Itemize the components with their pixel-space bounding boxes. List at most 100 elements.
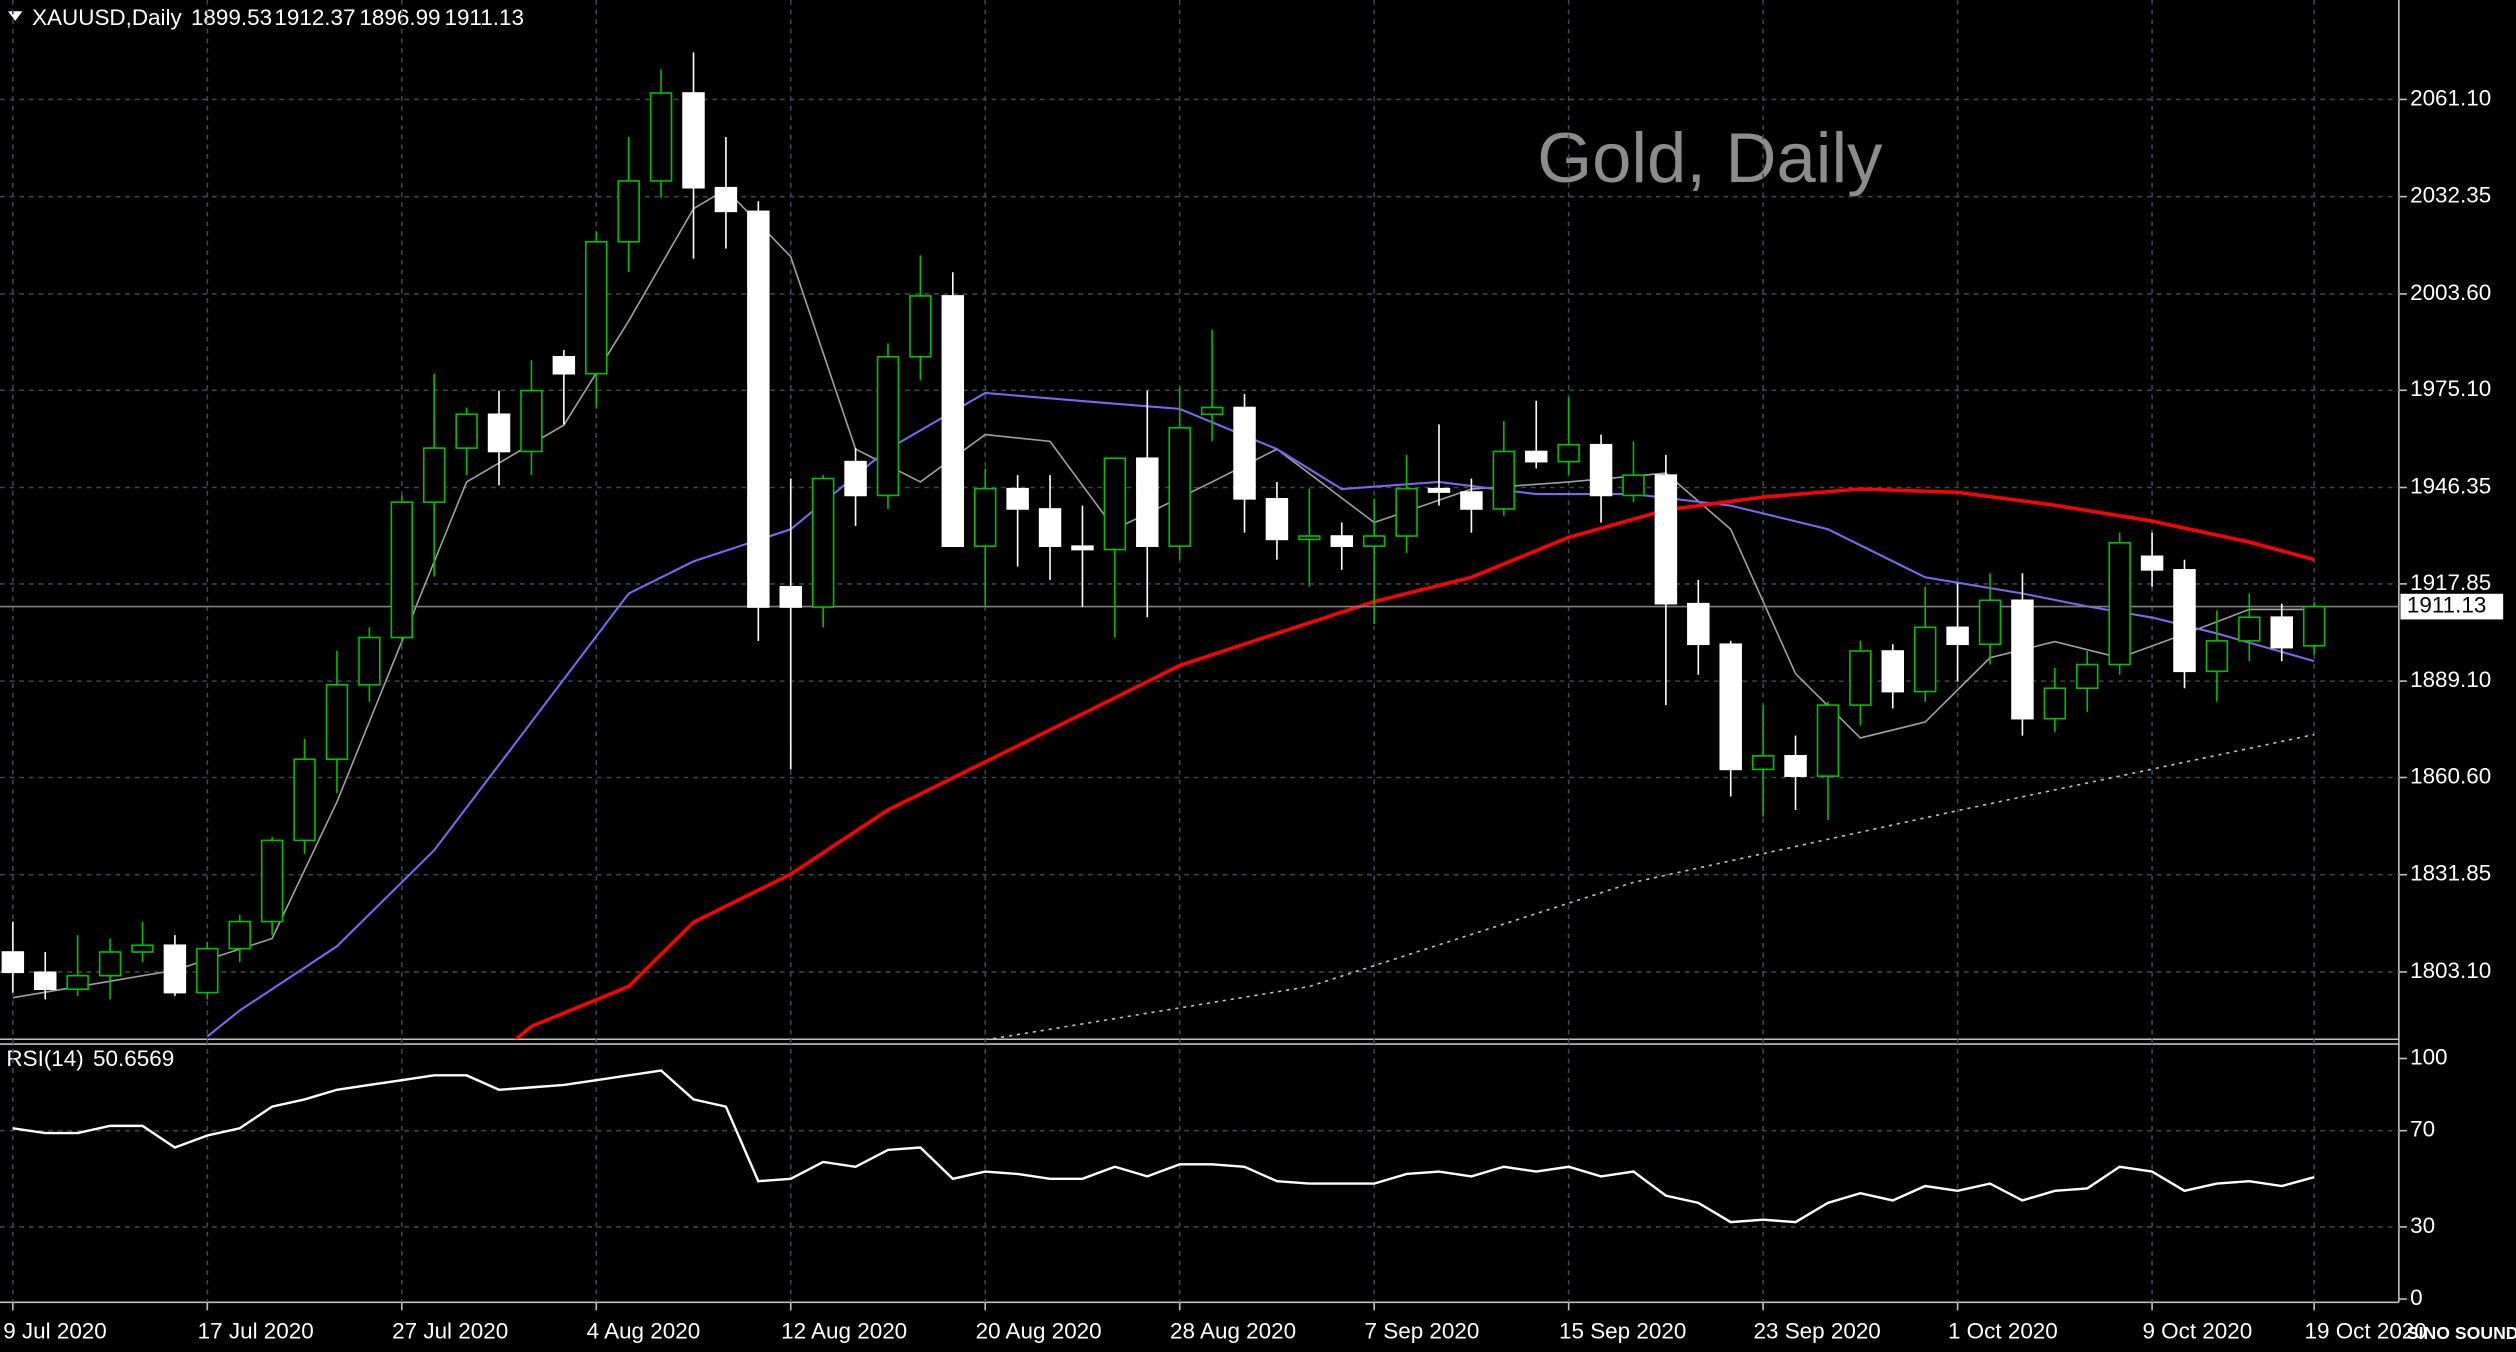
candle-body [1330, 535, 1353, 547]
candle-body [1719, 643, 1742, 771]
watermark-title: Gold, Daily [1537, 118, 1883, 197]
candle-body [1784, 755, 1807, 777]
candle-body [909, 295, 932, 358]
candle-body [455, 413, 478, 449]
candle-body [1071, 545, 1094, 551]
y-tick-label: 2003.60 [2410, 280, 2491, 305]
x-tick-label: 15 Sep 2020 [1559, 1319, 1686, 1344]
candle-body [98, 951, 122, 977]
candle-body [1978, 599, 2002, 646]
candle-body [390, 501, 414, 639]
y-tick-label: 1831.85 [2410, 861, 2491, 886]
candle-body [196, 947, 219, 994]
candle-body [1265, 498, 1289, 541]
y-tick-label: 1889.10 [2410, 667, 2491, 692]
x-tick-label: 23 Sep 2020 [1753, 1319, 1880, 1344]
y-tick-label: 1803.10 [2410, 958, 2491, 983]
y-tick-label: 100 [2410, 1044, 2447, 1069]
moving-average [12, 188, 2315, 999]
candle-body [941, 295, 965, 547]
candle-body [1168, 427, 1191, 547]
candle-body [131, 944, 154, 953]
candle-body [1103, 457, 1127, 551]
y-tick-label: 2032.35 [2410, 183, 2491, 208]
candle-body [552, 355, 576, 375]
candle-body [293, 758, 316, 842]
x-tick-label: 9 Oct 2020 [2142, 1319, 2252, 1344]
candle-body [1492, 450, 1516, 510]
ohlc-close: 1911.13 [444, 5, 523, 30]
candle-body [1849, 650, 1872, 706]
candle-body [844, 460, 867, 497]
price-pane [0, 52, 2399, 1040]
symbol-label: XAUUSD,Daily [32, 5, 182, 30]
candle-body [2043, 687, 2067, 720]
candle-body [1751, 755, 1775, 771]
candle-body [228, 920, 251, 950]
candle-body [779, 585, 802, 608]
candle-body [1006, 487, 1029, 510]
candle-body [2205, 640, 2229, 673]
x-tick-label: 4 Aug 2020 [587, 1319, 701, 1344]
y-tick-label: 1860.60 [2410, 763, 2491, 788]
candle-body [2076, 663, 2099, 690]
y-tick-label: 70 [2410, 1117, 2435, 1142]
candle-body [2270, 616, 2293, 649]
x-tick-label: 7 Sep 2020 [1365, 1319, 1480, 1344]
candle-body [2108, 541, 2131, 666]
x-tick-label: 1 Oct 2020 [1948, 1319, 2058, 1344]
candle-body [1200, 406, 1224, 416]
y-tick-label: 0 [2410, 1285, 2422, 1310]
candle-body [1557, 443, 1580, 463]
candle-body [1362, 535, 1386, 547]
candle-body [34, 971, 57, 991]
price-label-box [2400, 593, 2504, 620]
candle-body [422, 447, 446, 504]
rsi-line [12, 1069, 2315, 1224]
y-tick-label: 2061.10 [2410, 85, 2491, 110]
candle-body [1427, 487, 1451, 493]
candle-body [1136, 457, 1159, 547]
candle-body [585, 241, 608, 375]
candle-body [2173, 569, 2196, 673]
candle-body [617, 180, 640, 243]
y-tick-label: 30 [2410, 1213, 2435, 1238]
ohlc-high: 1912.37 [274, 5, 355, 30]
candle-body [2302, 605, 2326, 647]
menu-triangle[interactable] [8, 11, 23, 21]
rsi-value: 50.6569 [93, 1046, 174, 1071]
candle-body [325, 684, 349, 761]
ohlc-low: 1896.99 [359, 5, 440, 30]
y-tick-label: 1946.35 [2410, 473, 2491, 498]
candle-body [1038, 508, 1062, 547]
candle-body [163, 944, 187, 994]
logo: SINO SOUND [2407, 1323, 2516, 1343]
candle-body [1913, 626, 1937, 693]
candle-body [747, 210, 770, 608]
x-tick-label: 20 Aug 2020 [976, 1319, 1102, 1344]
candle-body [487, 413, 511, 453]
x-tick-label: 27 Jul 2020 [392, 1319, 508, 1344]
candle-body [649, 92, 673, 182]
candle-body [973, 487, 997, 547]
candle-body [1589, 443, 1613, 497]
moving-average [985, 733, 2315, 1040]
candle-body [1, 951, 25, 974]
candle-body [2140, 555, 2164, 571]
candle-body [260, 839, 284, 923]
x-tick-label: 9 Jul 2020 [3, 1319, 107, 1344]
candle-body [1881, 650, 1905, 693]
candle-body [520, 389, 543, 453]
ohlc-open: 1899.53 [191, 5, 272, 30]
candle-body [682, 92, 705, 189]
x-tick-label: 12 Aug 2020 [781, 1319, 907, 1344]
candle-body [1816, 704, 1840, 777]
x-tick-label: 17 Jul 2020 [198, 1319, 314, 1344]
candle-body [876, 355, 900, 497]
candle-body [1460, 491, 1483, 510]
x-tick-label: 19 Oct 2020 [2305, 1319, 2427, 1344]
candle-body [1622, 474, 1645, 497]
candle-body [1525, 450, 1548, 463]
